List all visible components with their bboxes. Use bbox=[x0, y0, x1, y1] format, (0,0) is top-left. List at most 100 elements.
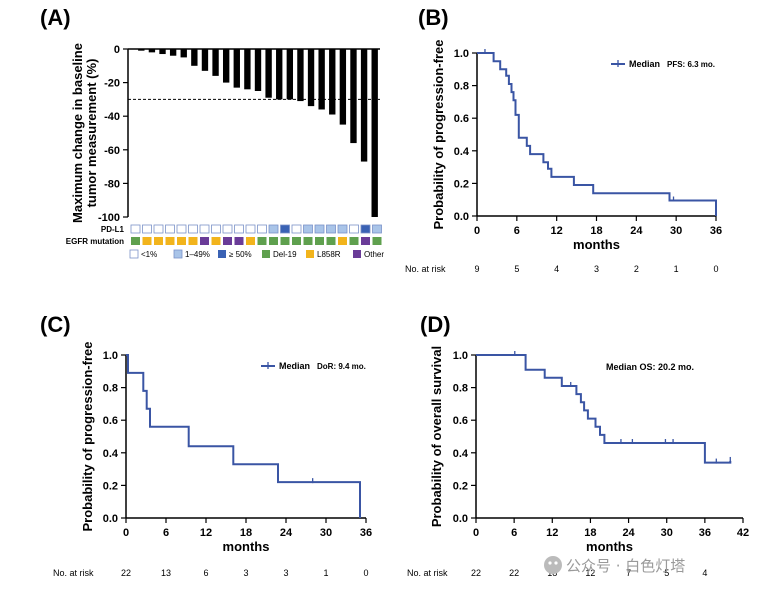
risk-count: 2 bbox=[634, 264, 639, 274]
pdl1-cell bbox=[268, 224, 279, 234]
bar bbox=[233, 49, 240, 88]
y-axis-title: Probability of overall survival bbox=[429, 346, 444, 527]
risk-count: 1 bbox=[674, 264, 679, 274]
legend-swatch bbox=[262, 250, 270, 258]
legend-value: DoR: 9.4 mo. bbox=[317, 362, 366, 371]
x-axis-title: months bbox=[573, 237, 620, 252]
risk-count: 12 bbox=[585, 568, 595, 578]
bar bbox=[212, 49, 219, 76]
x-tick-label: 30 bbox=[670, 225, 682, 237]
egfr-cell bbox=[131, 237, 140, 245]
egfr-cell bbox=[338, 237, 347, 245]
y-tick-label: 0.4 bbox=[103, 448, 119, 460]
pdl1-cell bbox=[222, 224, 233, 234]
x-tick-label: 12 bbox=[546, 527, 558, 539]
risk-count: 6 bbox=[203, 568, 208, 578]
pdl1-cell bbox=[165, 224, 175, 234]
panel-letter-c: (C) bbox=[40, 312, 71, 337]
egfr-cell bbox=[234, 237, 244, 245]
risk-table-label: No. at risk bbox=[405, 264, 446, 274]
bar bbox=[339, 49, 347, 125]
x-tick-label: 36 bbox=[360, 527, 372, 539]
survival-curve bbox=[477, 52, 717, 216]
wechat-icon bbox=[544, 556, 562, 574]
survival-curve bbox=[476, 354, 732, 464]
wechat-icon-eye-right bbox=[554, 561, 558, 565]
bar bbox=[276, 49, 283, 100]
x-tick-label: 24 bbox=[280, 527, 293, 539]
egfr-cell bbox=[315, 237, 324, 245]
pdl1-cell bbox=[326, 224, 336, 234]
y-axis-title-line: Maximum change in baseline bbox=[70, 43, 85, 223]
y-tick-label: 1.0 bbox=[453, 350, 468, 362]
pdl1-cell bbox=[349, 224, 359, 234]
legend-label: L858R bbox=[317, 250, 341, 259]
legend-swatch bbox=[306, 250, 314, 258]
x-tick-label: 12 bbox=[551, 225, 563, 237]
pdl1-cell bbox=[314, 224, 325, 234]
risk-table-label: No. at risk bbox=[407, 568, 448, 578]
pdl1-cell bbox=[153, 224, 164, 234]
y-tick-label: 0.2 bbox=[103, 480, 118, 492]
legend-label: Del-19 bbox=[273, 250, 297, 259]
x-tick-label: 6 bbox=[163, 527, 169, 539]
risk-count: 1 bbox=[323, 568, 328, 578]
egfr-cell bbox=[200, 237, 209, 245]
pdl1-cell bbox=[291, 224, 302, 234]
pdl1-cell bbox=[337, 224, 348, 234]
legend-label: Median bbox=[279, 361, 310, 371]
y-axis-title-line: tumor measurement (%) bbox=[84, 59, 99, 208]
risk-count: 22 bbox=[121, 568, 131, 578]
pdl1-cell bbox=[199, 224, 210, 234]
bar bbox=[360, 49, 368, 162]
egfr-cell bbox=[361, 237, 370, 245]
pdl1-cell bbox=[188, 224, 198, 234]
bar bbox=[148, 49, 156, 53]
egfr-cell bbox=[326, 237, 336, 245]
watermark: 公众号 · 白色灯塔 bbox=[544, 556, 685, 575]
y-tick-label: 0.4 bbox=[453, 448, 469, 460]
x-axis-title: months bbox=[223, 539, 270, 554]
egfr-cell bbox=[142, 237, 152, 245]
legend-label: Median bbox=[629, 59, 660, 69]
y-tick-label: 0.8 bbox=[454, 81, 469, 93]
y-tick-label: 0 bbox=[114, 44, 120, 56]
risk-count: 3 bbox=[283, 568, 288, 578]
y-tick-label: -80 bbox=[104, 178, 120, 190]
egfr-cell bbox=[349, 237, 359, 245]
bar bbox=[201, 49, 209, 71]
bar bbox=[180, 49, 187, 58]
risk-count: 0 bbox=[713, 264, 718, 274]
x-tick-label: 42 bbox=[737, 527, 749, 539]
panel-letter-b: (B) bbox=[418, 5, 449, 30]
y-tick-label: 0.0 bbox=[103, 513, 118, 525]
risk-count: 9 bbox=[474, 264, 479, 274]
bar bbox=[286, 49, 294, 100]
x-tick-label: 36 bbox=[699, 527, 711, 539]
egfr-cell bbox=[303, 237, 313, 245]
legend-value: PFS: 6.3 mo. bbox=[667, 60, 715, 69]
bar bbox=[318, 49, 325, 110]
bar bbox=[350, 49, 357, 144]
y-tick-label: -100 bbox=[98, 212, 120, 224]
pdl1-cell bbox=[234, 224, 244, 234]
egfr-cell bbox=[177, 237, 186, 245]
x-tick-label: 36 bbox=[710, 225, 722, 237]
y-tick-label: 0.6 bbox=[103, 415, 118, 427]
legend-label: ≥ 50% bbox=[229, 250, 252, 259]
y-tick-label: 0.0 bbox=[454, 211, 469, 223]
pdl1-cell bbox=[303, 224, 313, 234]
y-tick-label: 1.0 bbox=[454, 48, 469, 60]
legend-swatch bbox=[173, 249, 183, 259]
km-chart-dor: 0.00.20.40.60.81.00 6 12 18 24 30 36monthsProb… bbox=[53, 342, 372, 578]
x-tick-label: 18 bbox=[584, 527, 596, 539]
egfr-cell bbox=[257, 237, 267, 245]
x-tick-label: 6 bbox=[514, 225, 520, 237]
bar bbox=[265, 49, 272, 98]
y-axis-title: Maximum change in baselinetumor measurem… bbox=[70, 43, 99, 223]
egfr-cell bbox=[292, 237, 301, 245]
egfr-cell bbox=[188, 237, 198, 245]
legend-swatch bbox=[129, 249, 139, 259]
legend-label: 1–49% bbox=[185, 250, 210, 259]
y-tick-label: -60 bbox=[104, 145, 120, 157]
